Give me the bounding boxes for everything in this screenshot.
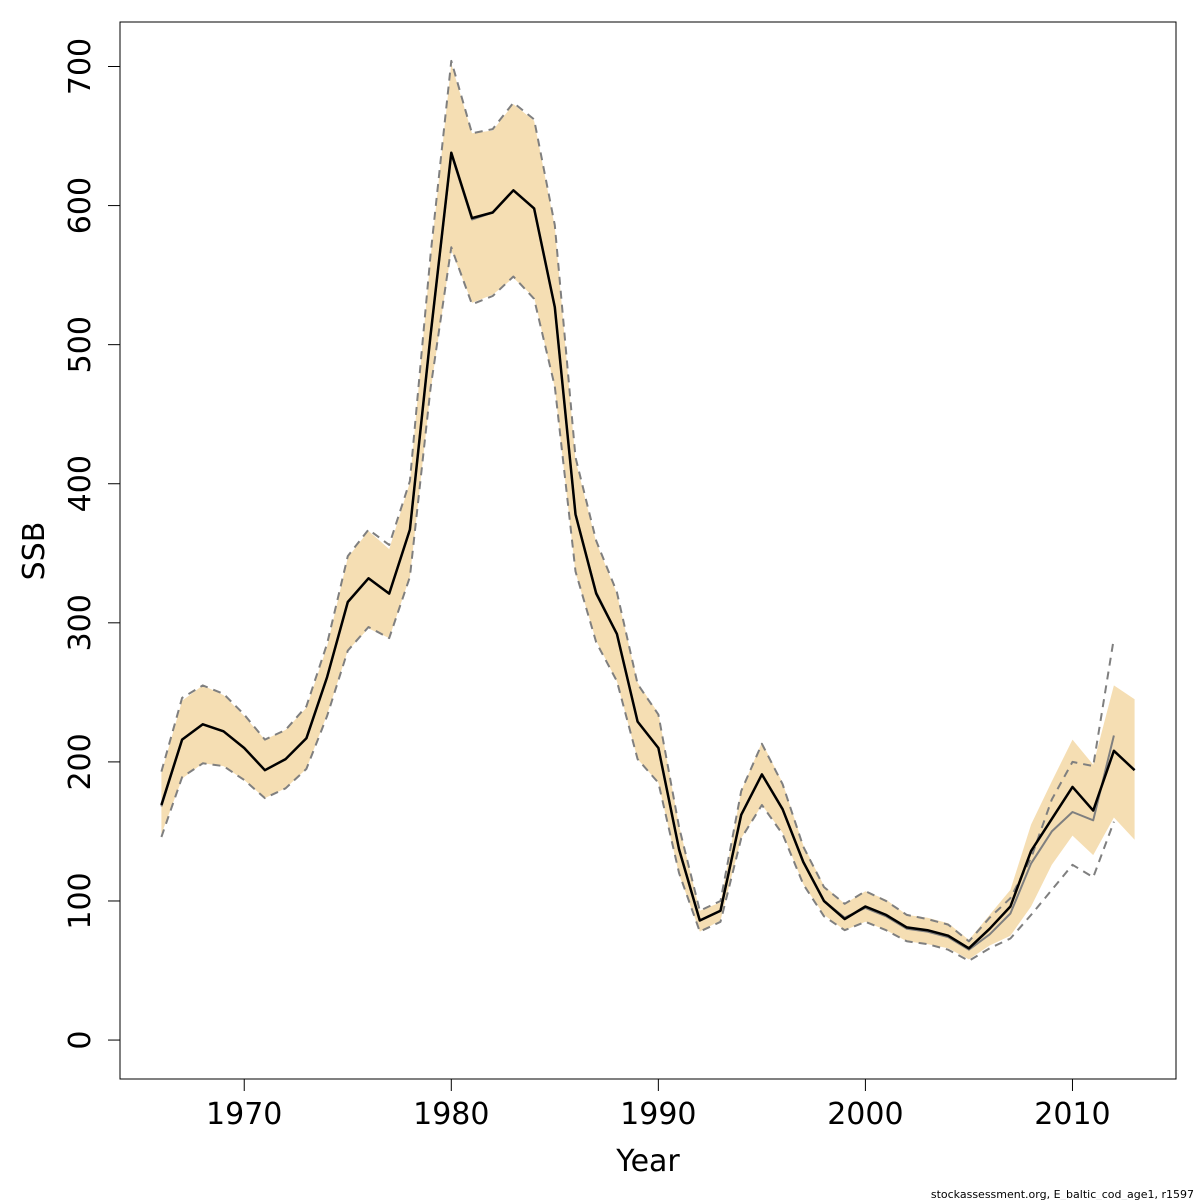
y-tick-label: 500 — [63, 316, 98, 373]
confidence-bound-line-2 — [160, 59, 1115, 943]
y-tick-label: 400 — [63, 455, 98, 512]
y-tick-label: 700 — [63, 38, 98, 95]
series-layer — [160, 59, 1136, 962]
y-tick-label: 300 — [63, 594, 98, 651]
ssb-estimate-line — [160, 151, 1136, 950]
y-tick-label: 100 — [63, 872, 98, 929]
confidence-bound-line-3 — [160, 246, 1115, 962]
x-tick-label: 2010 — [1034, 1097, 1110, 1132]
x-tick-label: 2000 — [827, 1097, 903, 1132]
x-tick-label: 1990 — [620, 1097, 696, 1132]
y-tick-label: 200 — [63, 733, 98, 790]
y-axis-title: SSB — [17, 522, 52, 581]
x-axis-title: Year — [615, 1144, 680, 1179]
x-tick-label: 1980 — [413, 1097, 489, 1132]
footnote: stockassessment.org, E_baltic_cod_age1, … — [931, 1188, 1194, 1200]
y-axis: 0 100 200 300 400 500 600 700 — [63, 38, 121, 1050]
y-tick-label: 600 — [63, 177, 98, 234]
x-axis: 1970 1980 1990 2000 2010 — [206, 1078, 1111, 1132]
confidence-band — [161, 63, 1135, 960]
x-tick-label: 1970 — [206, 1097, 282, 1132]
y-tick-label: 0 — [63, 1031, 98, 1050]
